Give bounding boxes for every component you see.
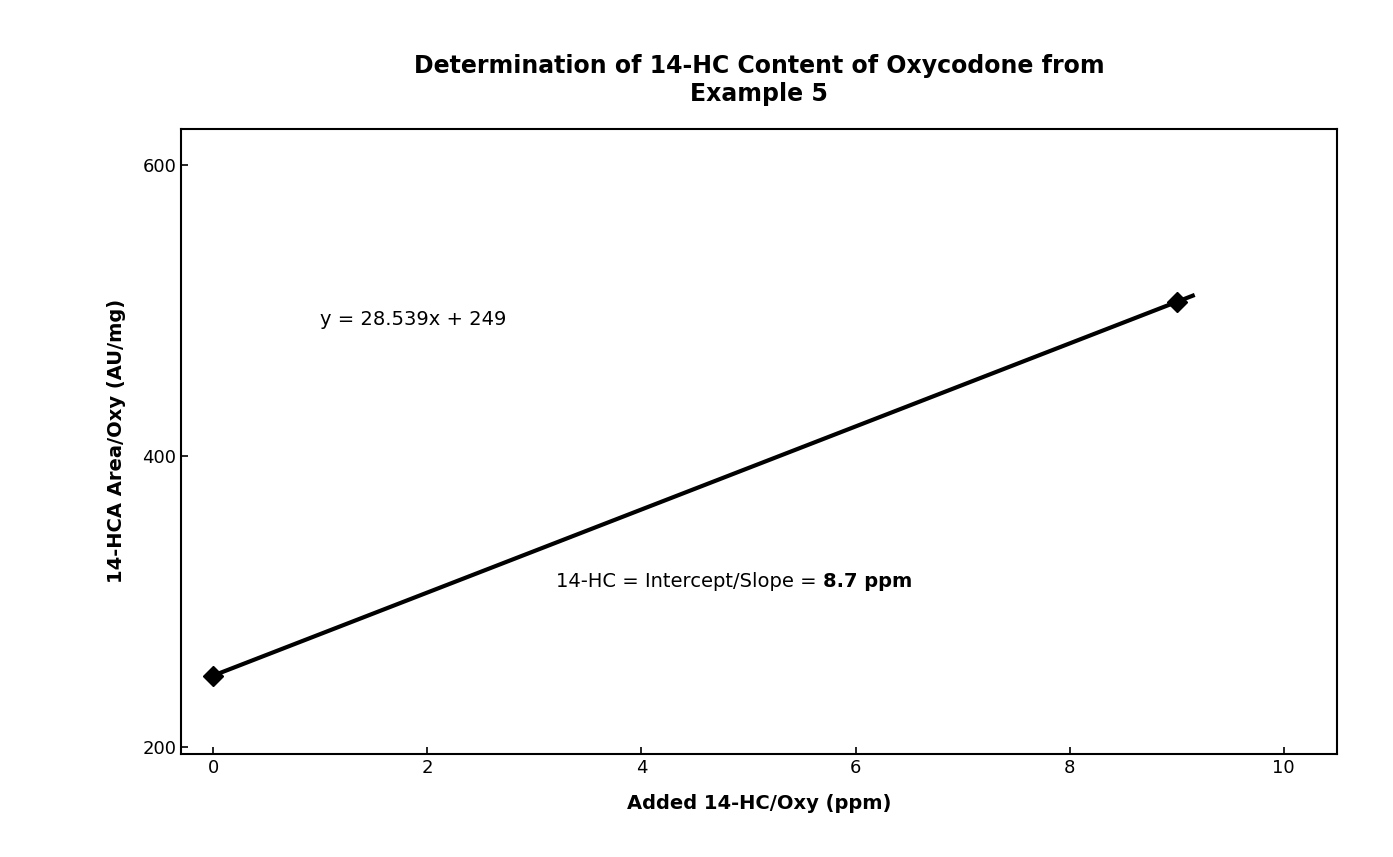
X-axis label: Added 14-HC/Oxy (ppm): Added 14-HC/Oxy (ppm) — [627, 794, 892, 812]
Y-axis label: 14-HCA Area/Oxy (AU/mg): 14-HCA Area/Oxy (AU/mg) — [106, 299, 125, 584]
Text: 14-HC = Intercept/Slope =: 14-HC = Intercept/Slope = — [556, 572, 823, 590]
Title: Determination of 14-HC Content of Oxycodone from
Example 5: Determination of 14-HC Content of Oxycod… — [414, 54, 1105, 105]
Text: y = 28.539x + 249: y = 28.539x + 249 — [320, 310, 507, 329]
Text: 8.7 ppm: 8.7 ppm — [823, 572, 912, 590]
